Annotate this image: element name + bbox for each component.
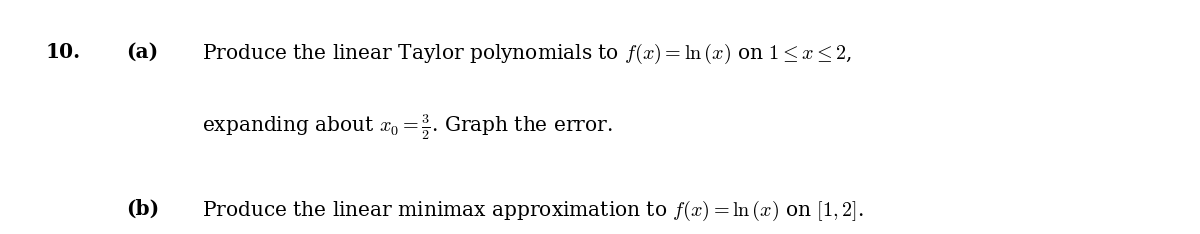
Text: 10.: 10.	[46, 42, 80, 62]
Text: (b): (b)	[126, 199, 160, 219]
Text: Produce the linear minimax approximation to $f(x) = \mathrm{ln}\,(x)$ on $[1, 2]: Produce the linear minimax approximation…	[202, 199, 864, 223]
Text: Produce the linear Taylor polynomials to $f(x) = \mathrm{ln}\,(x)$ on $1 \leq x : Produce the linear Taylor polynomials to…	[202, 42, 852, 66]
Text: expanding about $x_0 = \frac{3}{2}$. Graph the error.: expanding about $x_0 = \frac{3}{2}$. Gra…	[202, 112, 612, 142]
Text: (a): (a)	[126, 42, 158, 62]
